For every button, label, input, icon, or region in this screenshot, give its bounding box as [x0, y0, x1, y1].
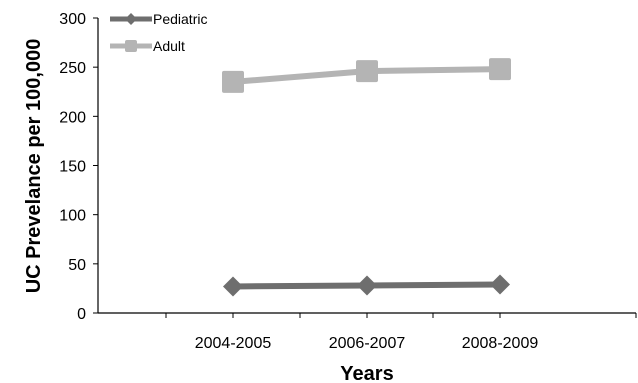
- data-point-pediatric: [223, 276, 243, 297]
- data-point-pediatric: [357, 275, 377, 296]
- legend-marker: [125, 13, 137, 25]
- y-tick-label: 150: [59, 159, 86, 176]
- x-tick-label: 2008-2009: [462, 335, 539, 352]
- x-tick-label: 2004-2005: [195, 335, 272, 352]
- x-tick-label: 2006-2007: [329, 335, 406, 352]
- y-tick-label: 300: [59, 11, 86, 28]
- legend-label-adult: Adult: [153, 38, 185, 54]
- legend: Pediatric Adult: [110, 11, 207, 54]
- legend-label-pediatric: Pediatric: [153, 11, 207, 27]
- x-ticks: 2004-2005 2006-2007 2008-2009: [165, 313, 637, 352]
- y-axis-title: UC Prevelance per 100,000: [23, 39, 45, 294]
- series-layer: [222, 58, 511, 297]
- legend-marker: [125, 40, 137, 52]
- x-axis-title: Years: [340, 363, 393, 383]
- data-point-adult: [356, 60, 378, 83]
- y-tick-label: 250: [59, 60, 86, 77]
- data-point-adult: [222, 70, 244, 93]
- y-ticks: 0 50 100 150 200 250 300: [59, 11, 98, 323]
- y-tick-label: 200: [59, 109, 86, 126]
- y-tick-label: 50: [68, 257, 86, 274]
- data-point-adult: [489, 58, 511, 81]
- data-point-pediatric: [490, 274, 510, 295]
- y-tick-label: 100: [59, 208, 86, 225]
- y-tick-label: 0: [77, 306, 86, 323]
